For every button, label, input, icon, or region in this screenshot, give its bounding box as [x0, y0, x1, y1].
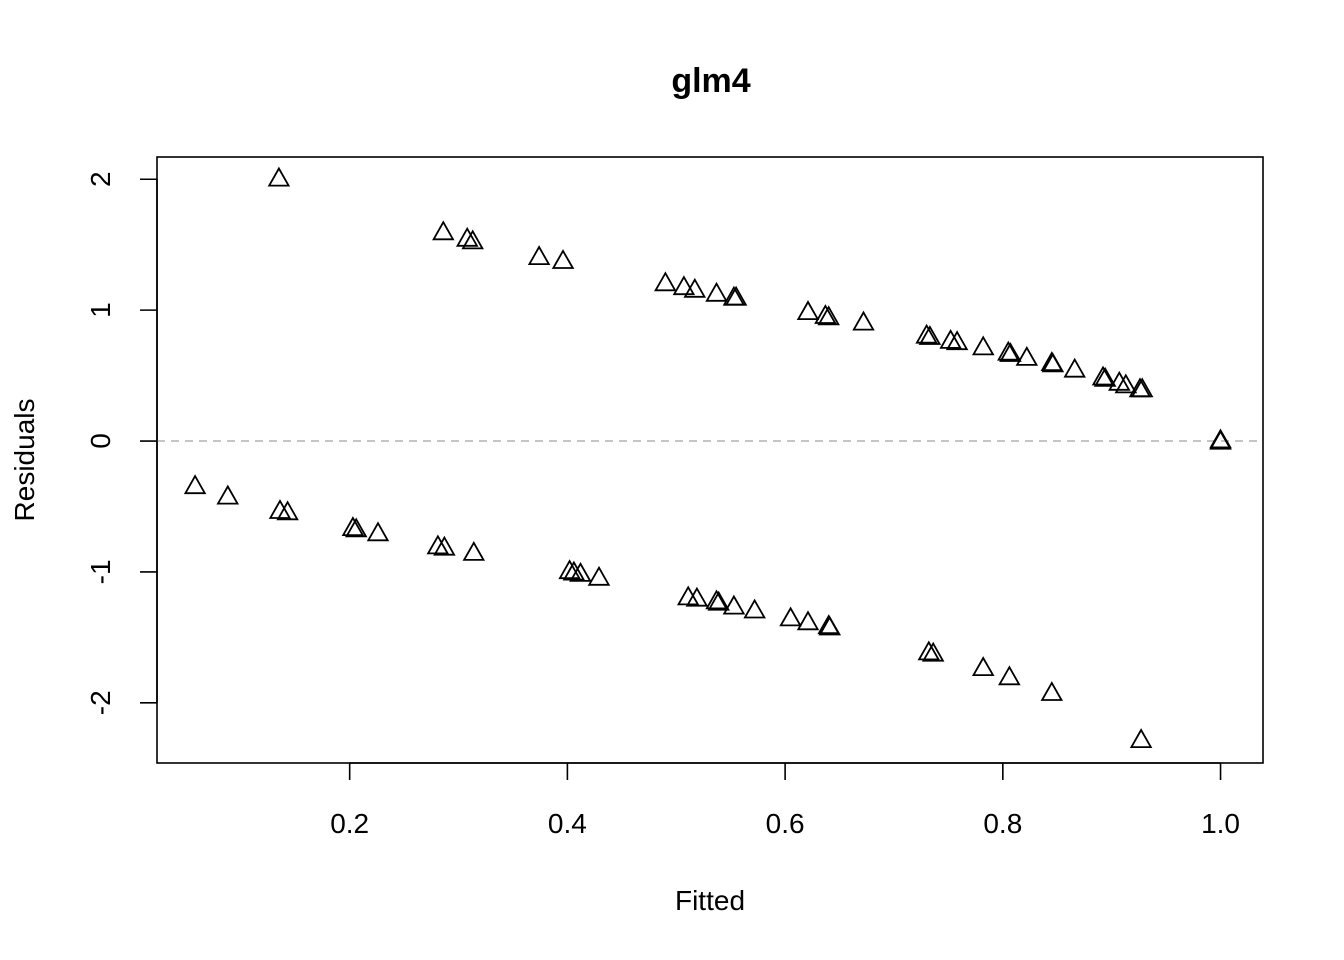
data-point-triangle	[796, 300, 820, 321]
data-point-triangle	[918, 325, 942, 345]
plot-area	[156, 156, 1264, 764]
data-point-triangle	[558, 559, 581, 580]
data-point-triangle	[743, 598, 766, 619]
data-point-triangle	[432, 220, 455, 241]
y-tick-label: 2	[85, 171, 116, 187]
data-point-triangle	[705, 589, 728, 610]
y-tick-label: -1	[85, 559, 116, 584]
data-point-triangle	[366, 521, 390, 542]
data-point-triangle	[683, 277, 707, 298]
data-point-triangle	[268, 499, 292, 519]
data-point-triangle	[779, 606, 802, 627]
data-point-triangle	[971, 656, 995, 676]
data-point-triangle	[999, 342, 1022, 362]
data-point-triangle	[1114, 373, 1138, 394]
data-point-triangle	[1091, 365, 1115, 386]
data-point-triangle	[1041, 352, 1065, 373]
data-point-triangle	[183, 474, 207, 495]
y-axis: -2 -1 0 1 2	[85, 171, 158, 715]
chart-title: glm4	[671, 62, 750, 100]
data-point-triangle	[654, 271, 677, 292]
data-point-triangle	[461, 229, 484, 250]
data-point-triangle	[1015, 345, 1039, 366]
data-point-triangle	[462, 540, 486, 561]
data-point-triangle	[722, 594, 746, 615]
y-tick-label: -2	[85, 690, 116, 715]
data-point-triangle	[1129, 728, 1153, 748]
data-point-triangle	[796, 610, 820, 631]
y-axis-label: Residuals	[9, 399, 40, 522]
data-point-triangle	[707, 590, 730, 611]
data-point-triangle	[433, 535, 456, 556]
data-point-triangle	[1130, 377, 1154, 398]
data-point-triangle	[267, 166, 291, 187]
data-point-triangle	[1108, 370, 1131, 391]
x-tick-label: 0.8	[983, 808, 1022, 839]
data-points	[183, 166, 1232, 748]
data-point-triangle	[852, 310, 875, 331]
data-point-triangle	[341, 516, 365, 536]
data-point-triangle	[676, 585, 700, 606]
data-point-triangle	[921, 641, 945, 662]
y-tick-label: 0	[85, 433, 116, 449]
x-tick-label: 0.4	[548, 808, 587, 839]
data-point-triangle	[997, 340, 1020, 361]
data-point-triangle	[685, 586, 709, 607]
data-point-triangle	[1093, 366, 1117, 387]
x-tick-label: 0.6	[766, 808, 805, 839]
data-point-triangle	[587, 565, 611, 586]
data-point-triangle	[562, 560, 586, 581]
data-point-triangle	[724, 285, 748, 306]
data-point-triangle	[939, 328, 962, 349]
data-point-triangle	[817, 305, 840, 326]
data-point-triangle	[426, 534, 450, 555]
x-tick-label: 1.0	[1201, 808, 1240, 839]
y-tick-label: 1	[85, 302, 116, 318]
data-point-triangle	[917, 640, 941, 661]
data-point-triangle	[971, 335, 995, 356]
x-axis: 0.2 0.4 0.6 0.8 1.0	[330, 762, 1240, 839]
data-point-triangle	[1209, 429, 1232, 450]
data-point-triangle	[551, 249, 575, 269]
data-point-triangle	[672, 275, 696, 296]
data-point-triangle	[1063, 357, 1086, 378]
data-point-triangle	[344, 517, 368, 538]
data-point-triangle	[527, 245, 551, 266]
x-tick-label: 0.2	[330, 808, 369, 839]
data-point-triangle	[998, 665, 1021, 686]
data-point-triangle	[945, 330, 969, 351]
data-point-triangle	[276, 500, 299, 521]
data-point-triangle	[705, 281, 728, 302]
data-point-triangle	[216, 484, 240, 505]
data-point-triangle	[569, 561, 592, 582]
data-point-triangle	[1040, 681, 1064, 701]
data-point-triangle	[915, 323, 938, 344]
plot-frame	[156, 156, 1264, 764]
data-point-triangle	[455, 226, 479, 247]
x-axis-label: Fitted	[675, 885, 745, 916]
data-point-triangle	[818, 615, 842, 636]
data-point-triangle	[814, 304, 837, 324]
